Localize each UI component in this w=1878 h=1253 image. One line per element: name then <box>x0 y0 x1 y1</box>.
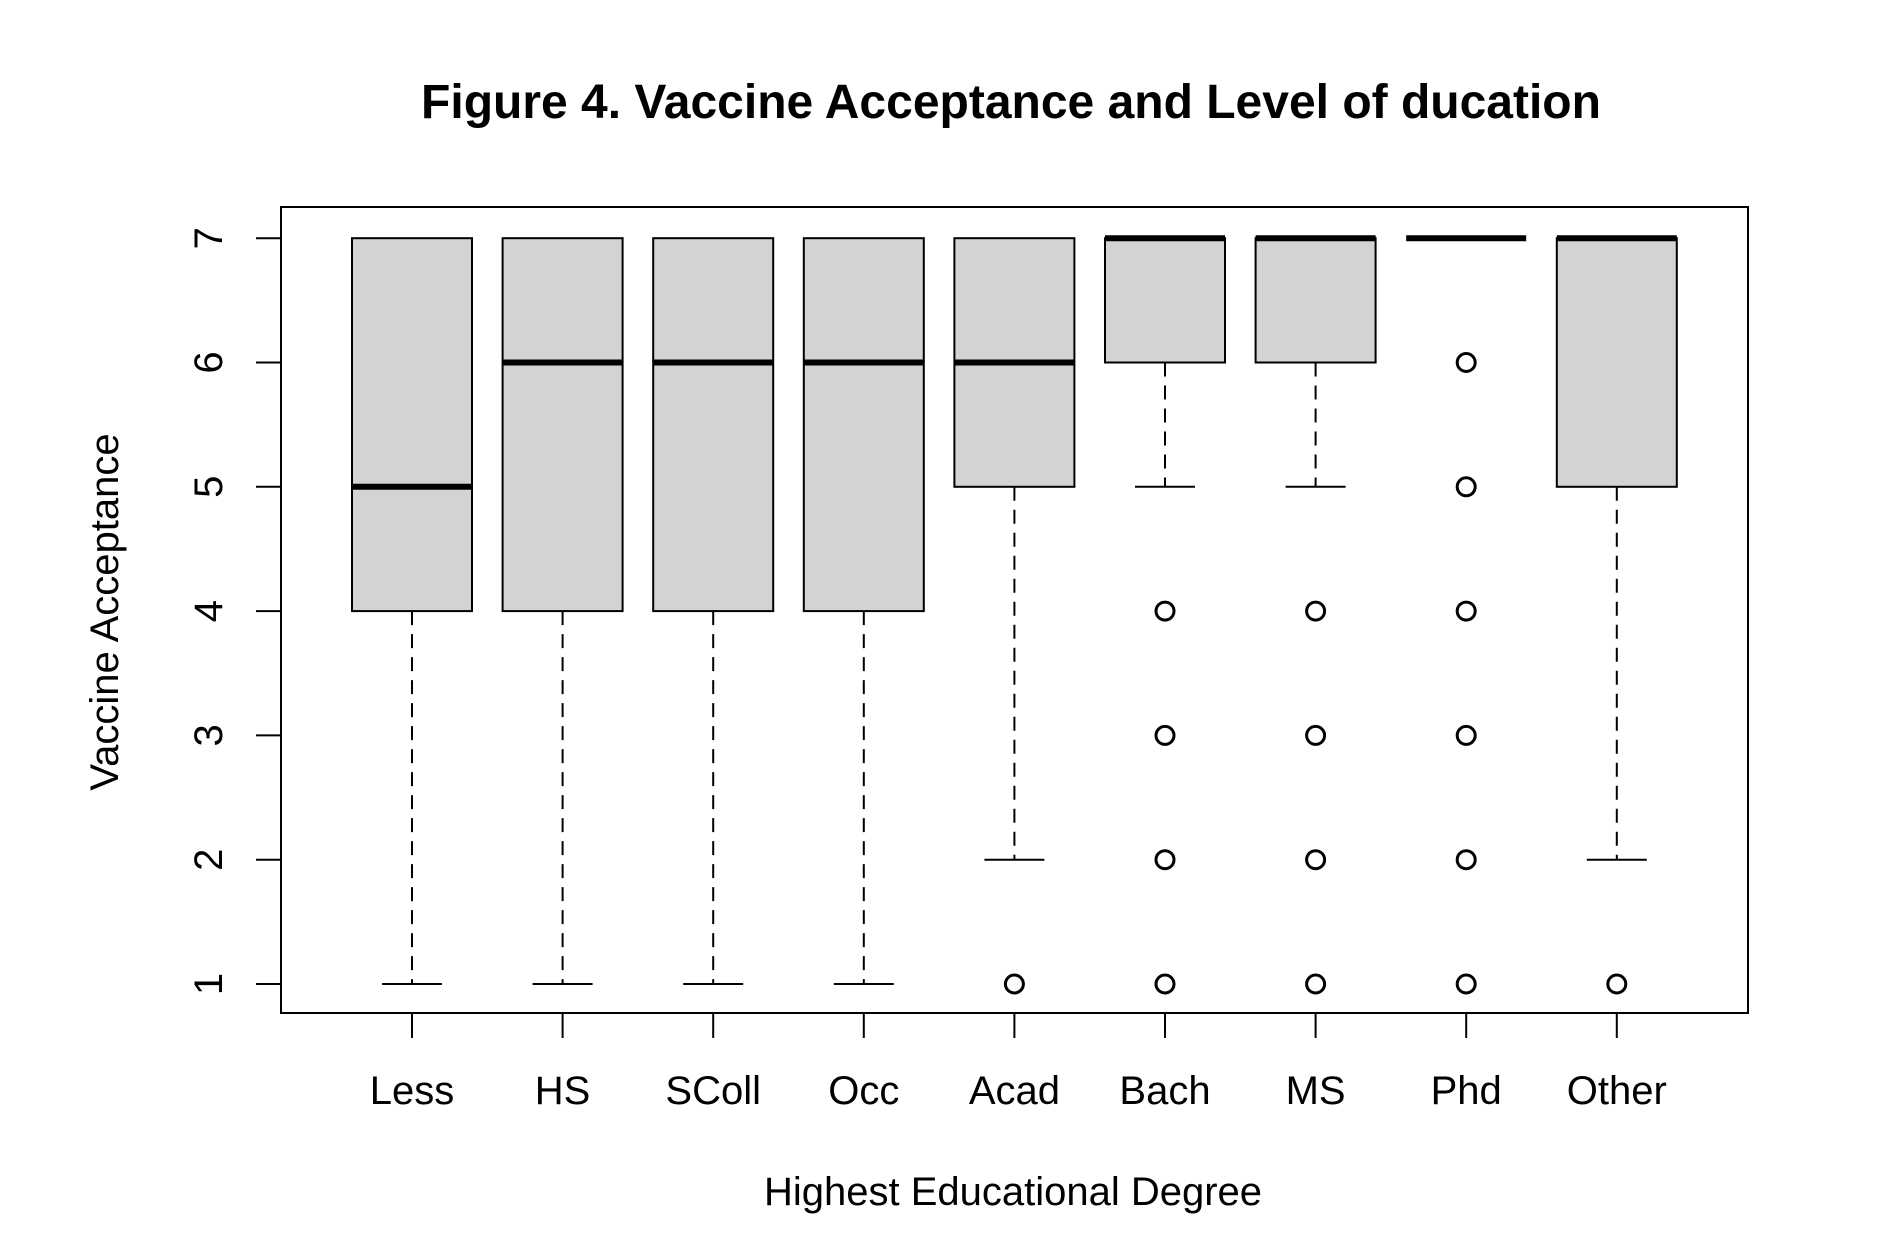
outlier-phd-2 <box>1455 849 1477 871</box>
outlier-phd-4 <box>1455 600 1477 622</box>
y-tick-label-4: 4 <box>187 600 231 622</box>
outlier-phd-3 <box>1455 724 1477 746</box>
y-tick-label-6: 6 <box>187 351 231 373</box>
outlier-ms-1 <box>1305 973 1327 995</box>
outlier-other-1 <box>1606 973 1628 995</box>
outlier-bach-4 <box>1154 600 1176 622</box>
box-scoll <box>652 237 775 613</box>
outlier-bach-1 <box>1154 973 1176 995</box>
x-tick-label-occ: Occ <box>828 1069 899 1113</box>
outlier-ms-2 <box>1305 849 1327 871</box>
y-tick-label-5: 5 <box>187 476 231 498</box>
y-tick-label-3: 3 <box>187 724 231 746</box>
x-tick-label-scoll: SColl <box>665 1069 761 1113</box>
box-occ <box>802 237 925 613</box>
x-tick-label-phd: Phd <box>1431 1069 1502 1113</box>
outlier-bach-3 <box>1154 724 1176 746</box>
x-tick-label-other: Other <box>1567 1069 1667 1113</box>
x-tick-label-hs: HS <box>535 1069 591 1113</box>
x-axis-label: Highest Educational Degree <box>764 1170 1262 1214</box>
y-tick-label-7: 7 <box>187 227 231 249</box>
box-ms <box>1254 237 1377 364</box>
box-hs <box>501 237 624 613</box>
x-tick-label-bach: Bach <box>1119 1069 1210 1113</box>
plot-area: 1 2 3 4 5 6 7 Less HS SColl Occ Acad Bach MS Phd Other <box>187 206 1749 1113</box>
chart-title: Figure 4. Vaccine Acceptance and Level o… <box>421 76 1601 129</box>
outlier-bach-2 <box>1154 849 1176 871</box>
outlier-phd-6 <box>1455 352 1477 373</box>
y-tick-label-1: 1 <box>187 973 231 995</box>
outlier-phd-1 <box>1455 973 1477 995</box>
x-tick-label-ms: MS <box>1286 1069 1346 1113</box>
x-tick-label-less: Less <box>370 1069 455 1113</box>
box-bach <box>1104 237 1226 364</box>
y-tick-label-2: 2 <box>187 849 231 871</box>
x-tick-label-acad: Acad <box>969 1069 1060 1113</box>
box-other <box>1555 237 1678 488</box>
outlier-ms-3 <box>1305 724 1327 746</box>
outlier-ms-4 <box>1305 600 1327 622</box>
box-less <box>351 237 473 613</box>
outlier-phd-5 <box>1455 476 1477 498</box>
outlier-acad-1 <box>1003 973 1025 995</box>
y-axis-label: Vaccine Acceptance <box>83 433 127 790</box>
